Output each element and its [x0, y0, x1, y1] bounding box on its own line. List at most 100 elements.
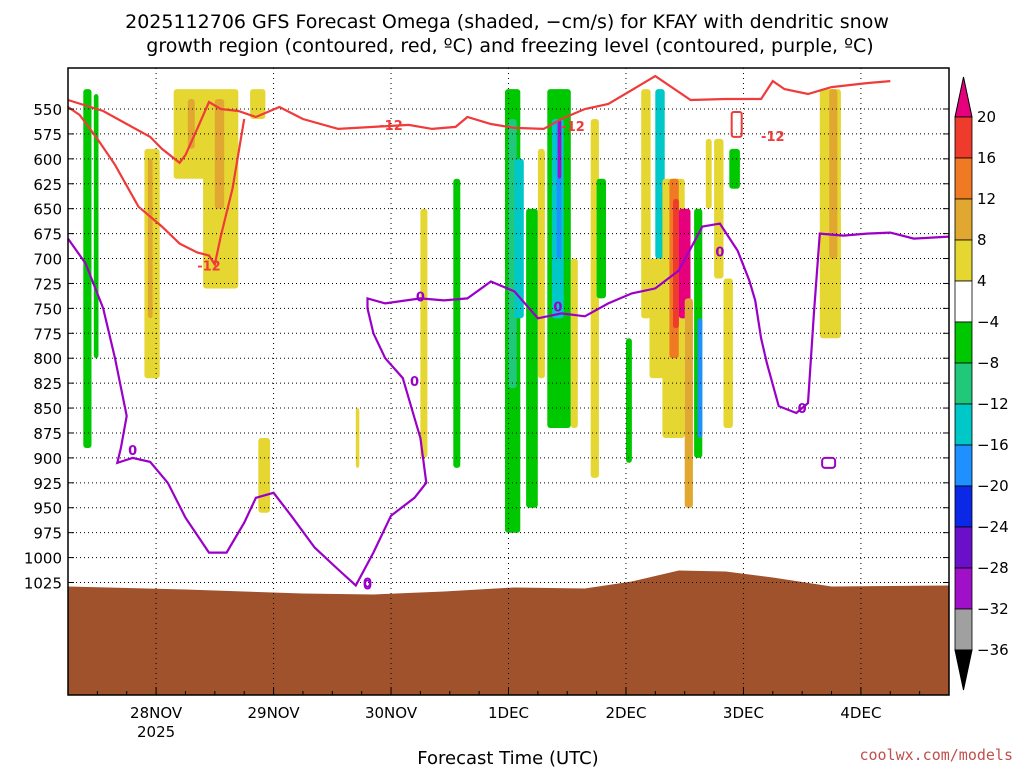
- x-tick-label: 29NOV: [248, 704, 301, 722]
- colorbar-swatch: [954, 157, 973, 200]
- colorbar-tick-label: 4: [977, 272, 987, 290]
- omega-cell: [626, 338, 632, 463]
- dgz-contour-lower: [67, 106, 246, 268]
- dgz-contour-label: -12: [561, 120, 585, 135]
- colorbar-swatch: [954, 567, 973, 610]
- chart-title-line-1: 2025112706 GFS Forecast Omega (shaded, −…: [125, 11, 889, 33]
- x-axis-label: Forecast Time (UTC): [417, 748, 598, 768]
- y-tick-label: 925: [33, 475, 62, 493]
- chart-title-line-2: growth region (contoured, red, ºC) and f…: [146, 35, 873, 57]
- colorbar-swatch: [954, 321, 973, 364]
- terrain-fill: [68, 570, 949, 695]
- colorbar-tick-label: 12: [977, 190, 996, 208]
- omega-cell: [526, 208, 538, 508]
- colorbar-tick-label: 8: [977, 231, 987, 249]
- colorbar-swatch: [954, 485, 973, 528]
- omega-cell: [214, 99, 225, 209]
- colorbar-tick-label: −36: [977, 641, 1009, 659]
- y-tick-label: 650: [33, 201, 62, 219]
- colorbar-swatch: [954, 280, 973, 323]
- omega-cell: [714, 138, 724, 279]
- colorbar-tick-label: −20: [977, 477, 1009, 495]
- contour-lines: [67, 74, 950, 588]
- omega-cell: [258, 438, 270, 513]
- credit-text[interactable]: coolwx.com/models: [859, 746, 1013, 764]
- omega-cell: [590, 119, 599, 478]
- freezing-contour-cell: [821, 456, 837, 469]
- colorbar-tick-label: −28: [977, 559, 1009, 577]
- y-tick-label: 1000: [24, 550, 62, 568]
- colorbar-bottom-triangle: [954, 649, 973, 691]
- y-tick-label: 825: [33, 375, 62, 393]
- y-tick-label: 950: [33, 500, 62, 518]
- colorbar-tick-label: −32: [977, 600, 1009, 618]
- colorbar-tick-label: −16: [977, 436, 1009, 454]
- y-tick-label: 850: [33, 400, 62, 418]
- y-tick-label: 800: [33, 350, 62, 368]
- x-tick-label: 28NOV: [130, 704, 183, 722]
- colorbar: 20 16 12 8 4 −4 −8 −12 −16 −20 −24 −28 −32 −36: [954, 76, 1009, 691]
- y-tick-label: 675: [33, 226, 62, 244]
- freezing-contour: [67, 222, 950, 588]
- colorbar-tick-label: −12: [977, 395, 1009, 413]
- omega-cell: [641, 89, 651, 319]
- y-tick-label: 975: [33, 525, 62, 543]
- y-tick-label: 775: [33, 325, 62, 343]
- y-tick-label: 875: [33, 425, 62, 443]
- colorbar-swatch: [954, 526, 973, 569]
- freezing-contour-label: 0: [410, 375, 419, 390]
- x-tick-label: 2DEC: [605, 704, 646, 722]
- colorbar-swatch: [954, 403, 973, 446]
- colorbar-swatch: [954, 198, 973, 241]
- x-tick-label: 4DEC: [840, 704, 881, 722]
- colorbar-tick-label: −8: [977, 354, 999, 372]
- omega-cell: [147, 158, 153, 319]
- omega-cell: [596, 178, 606, 299]
- omega-cell: [678, 208, 691, 319]
- x-tick-label: 1DEC: [488, 704, 529, 722]
- omega-cell: [655, 89, 665, 259]
- colorbar-swatch: [954, 444, 973, 487]
- dgz-contour-label: -12: [761, 130, 785, 145]
- omega-cell: [570, 258, 578, 428]
- y-tick-label: 725: [33, 275, 62, 293]
- freezing-contour-label: 0: [798, 402, 807, 417]
- omega-cell: [453, 178, 461, 468]
- y-tick-label: 550: [33, 101, 62, 119]
- colorbar-tick-label: 16: [977, 149, 996, 167]
- omega-cell: [829, 89, 838, 259]
- omega-cell: [729, 148, 740, 189]
- terrain-ground: [68, 570, 949, 695]
- colorbar-swatch: [954, 362, 973, 405]
- colorbar-swatch: [954, 239, 973, 282]
- omega-cell: [420, 208, 428, 458]
- colorbar-top-triangle: [954, 76, 973, 118]
- omega-cell: [697, 318, 703, 438]
- dgz-contour-upper: [67, 74, 891, 165]
- freezing-contour-label: 0: [363, 576, 372, 591]
- colorbar-tick-label: −4: [977, 313, 999, 331]
- dgz-contour-label: -12: [379, 119, 403, 134]
- omega-cell: [723, 278, 733, 428]
- freezing-contour-label: 0: [553, 300, 562, 315]
- omega-cell: [250, 89, 266, 119]
- freezing-contour-label: 0: [128, 444, 137, 459]
- omega-cell: [514, 158, 524, 319]
- y-tick-label: 1025: [24, 575, 62, 593]
- x-tick-label: 3DEC: [723, 704, 764, 722]
- dgz-contour-label: -12: [197, 259, 221, 274]
- y-tick-label: 700: [33, 251, 62, 269]
- y-tick-label: 750: [33, 300, 62, 318]
- colorbar-swatch: [954, 608, 973, 651]
- omega-cell: [673, 198, 679, 329]
- colorbar-tick-label: 20: [977, 108, 996, 126]
- y-tick-label: 575: [33, 126, 62, 144]
- y-tick-label: 625: [33, 176, 62, 194]
- colorbar-swatch: [954, 116, 973, 159]
- omega-cell: [537, 148, 545, 379]
- x-tick-sublabel: 2025: [137, 723, 175, 741]
- omega-cell: [705, 138, 712, 209]
